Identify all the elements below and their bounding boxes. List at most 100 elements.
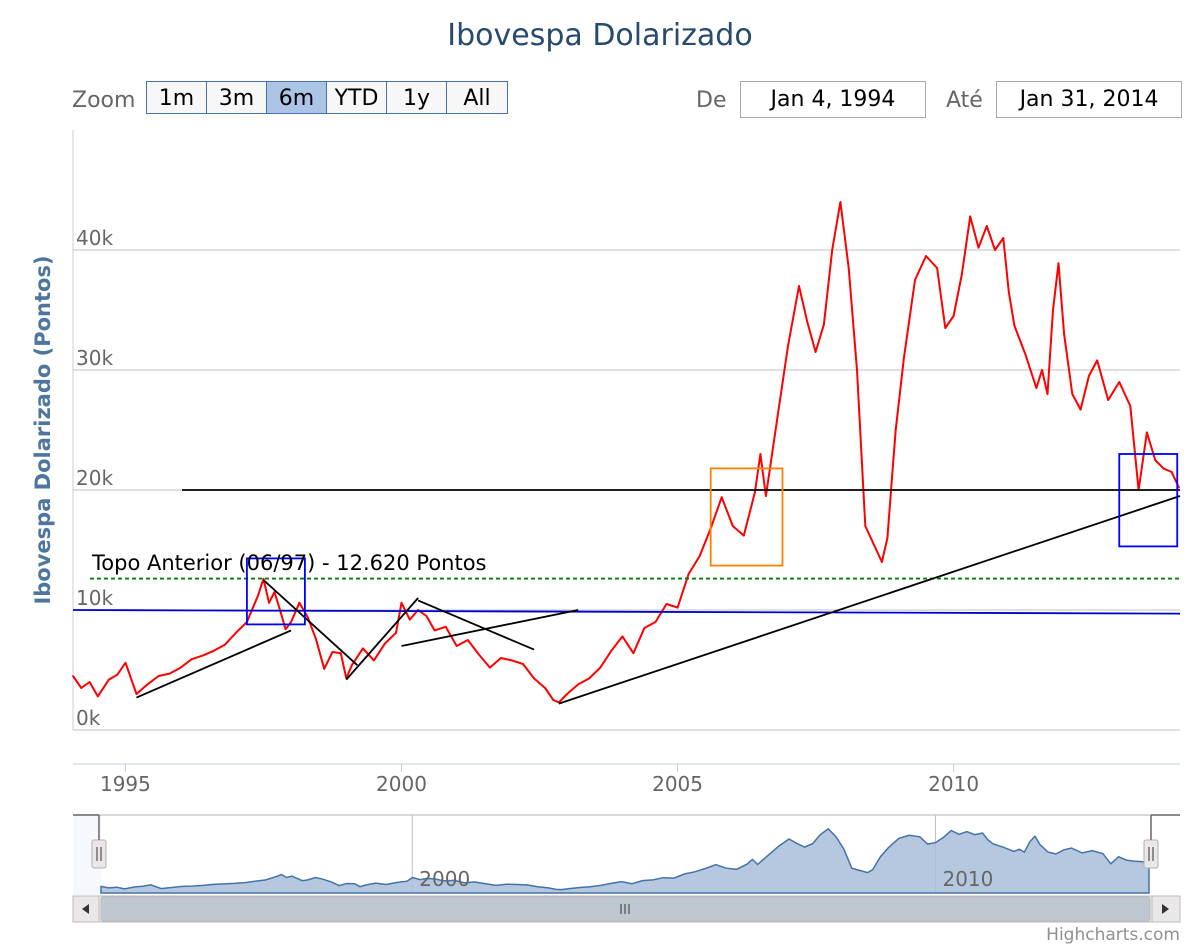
series-point bbox=[687, 573, 690, 575]
series-point bbox=[806, 321, 809, 323]
annotations-layer bbox=[72, 453, 1181, 705]
series-point bbox=[610, 649, 613, 652]
series-point bbox=[116, 673, 119, 676]
series-point bbox=[1088, 375, 1090, 377]
series-point bbox=[257, 594, 259, 597]
zoom-1y-button[interactable]: 1y bbox=[387, 81, 447, 114]
series-point bbox=[831, 249, 834, 251]
series-point bbox=[925, 255, 927, 257]
series-point bbox=[787, 345, 789, 347]
series-point bbox=[1107, 399, 1110, 401]
series-point bbox=[1007, 291, 1010, 293]
zoom-3m-button[interactable]: 3m bbox=[207, 81, 267, 114]
series-point bbox=[1096, 359, 1099, 362]
series-point bbox=[798, 285, 800, 287]
series-point bbox=[179, 666, 182, 669]
series-point bbox=[1041, 369, 1043, 371]
series-point bbox=[157, 675, 160, 677]
series-point bbox=[315, 637, 317, 640]
series-point bbox=[455, 645, 458, 647]
series-point bbox=[742, 534, 745, 537]
scrollbar[interactable] bbox=[72, 895, 1181, 923]
series-point bbox=[952, 315, 955, 317]
series-point bbox=[544, 687, 546, 689]
arrow-right-icon bbox=[1162, 904, 1169, 914]
y-tick-label: 0k bbox=[76, 706, 101, 730]
series-point bbox=[284, 628, 287, 631]
series-point bbox=[408, 618, 411, 621]
y-tick-label: 10k bbox=[76, 586, 113, 610]
zoom-label: Zoom bbox=[72, 88, 136, 113]
y-tick-label: 30k bbox=[76, 346, 113, 370]
series-point bbox=[961, 273, 963, 275]
series-point bbox=[1013, 324, 1016, 327]
series-point bbox=[676, 606, 679, 609]
navigator-area bbox=[100, 827, 1150, 894]
x-axis-labels: 1995 2000 2005 2010 bbox=[100, 772, 979, 796]
blue-trend-line bbox=[72, 609, 1181, 615]
highlight-box-orange bbox=[709, 467, 784, 567]
chart-title: Ibovespa Dolarizado bbox=[447, 18, 753, 53]
series-point bbox=[880, 561, 883, 563]
trend-line bbox=[262, 579, 358, 666]
series-point bbox=[107, 678, 110, 681]
y-axis-labels: 0k 10k 20k 30k 40k bbox=[76, 226, 113, 730]
navigator[interactable]: 2000 2010 bbox=[73, 814, 1180, 895]
scroll-right-button[interactable] bbox=[1151, 895, 1181, 923]
series-point bbox=[698, 555, 701, 557]
series-point bbox=[872, 543, 875, 545]
series-point bbox=[822, 323, 825, 326]
series-point bbox=[433, 629, 436, 632]
highlight-box-blue bbox=[1118, 453, 1179, 548]
zoom-1m-button[interactable]: 1m bbox=[146, 81, 207, 114]
series-point bbox=[914, 279, 916, 281]
series-point bbox=[759, 453, 762, 455]
to-date-input[interactable]: Jan 31, 2014 bbox=[996, 81, 1182, 118]
series-point bbox=[444, 625, 447, 628]
series-point bbox=[621, 635, 624, 638]
series-point bbox=[643, 627, 646, 629]
x-axis-ticks bbox=[124, 764, 955, 772]
series-point bbox=[977, 246, 980, 249]
series-point bbox=[552, 699, 555, 701]
series-point bbox=[499, 657, 502, 659]
series-point bbox=[1129, 405, 1132, 407]
from-date-label: De bbox=[696, 88, 727, 113]
series-point bbox=[80, 687, 83, 689]
zoom-button-group: 1m 3m 6m YTD 1y All bbox=[146, 81, 508, 114]
series-point bbox=[1170, 471, 1173, 473]
trend-line bbox=[136, 629, 292, 699]
series-point bbox=[306, 616, 309, 619]
navigator-handle-left[interactable] bbox=[91, 839, 107, 869]
series-point bbox=[168, 672, 171, 675]
series-point bbox=[894, 429, 897, 431]
series-point bbox=[323, 667, 326, 670]
series-point bbox=[588, 677, 591, 680]
price-series bbox=[72, 201, 1180, 704]
x-tick-label: 2005 bbox=[652, 772, 703, 796]
highlight-box-blue bbox=[246, 557, 306, 626]
arrow-left-icon bbox=[82, 904, 89, 914]
series-point bbox=[765, 495, 767, 497]
series-point bbox=[903, 357, 905, 359]
series-point bbox=[864, 525, 867, 527]
series-point bbox=[839, 201, 842, 203]
to-date-label: Até bbox=[946, 88, 983, 113]
from-date-input[interactable]: Jan 4, 1994 bbox=[740, 81, 926, 118]
zoom-ytd-button[interactable]: YTD bbox=[327, 81, 387, 114]
x-tick-label: 2000 bbox=[376, 772, 427, 796]
y-tick-label: 20k bbox=[76, 466, 113, 490]
credits-link[interactable]: Highcharts.com bbox=[1046, 925, 1180, 945]
x-tick-label: 2010 bbox=[928, 772, 979, 796]
series-point bbox=[994, 249, 996, 251]
series-point bbox=[331, 651, 334, 653]
series-point bbox=[856, 369, 858, 371]
series-point bbox=[1057, 262, 1060, 265]
series-point bbox=[1002, 237, 1005, 239]
series-point bbox=[632, 652, 635, 655]
zoom-6m-button[interactable]: 6m bbox=[267, 81, 327, 114]
series-point bbox=[223, 643, 226, 646]
navigator-handle-right[interactable] bbox=[1143, 839, 1159, 869]
zoom-all-button[interactable]: All bbox=[447, 81, 508, 114]
